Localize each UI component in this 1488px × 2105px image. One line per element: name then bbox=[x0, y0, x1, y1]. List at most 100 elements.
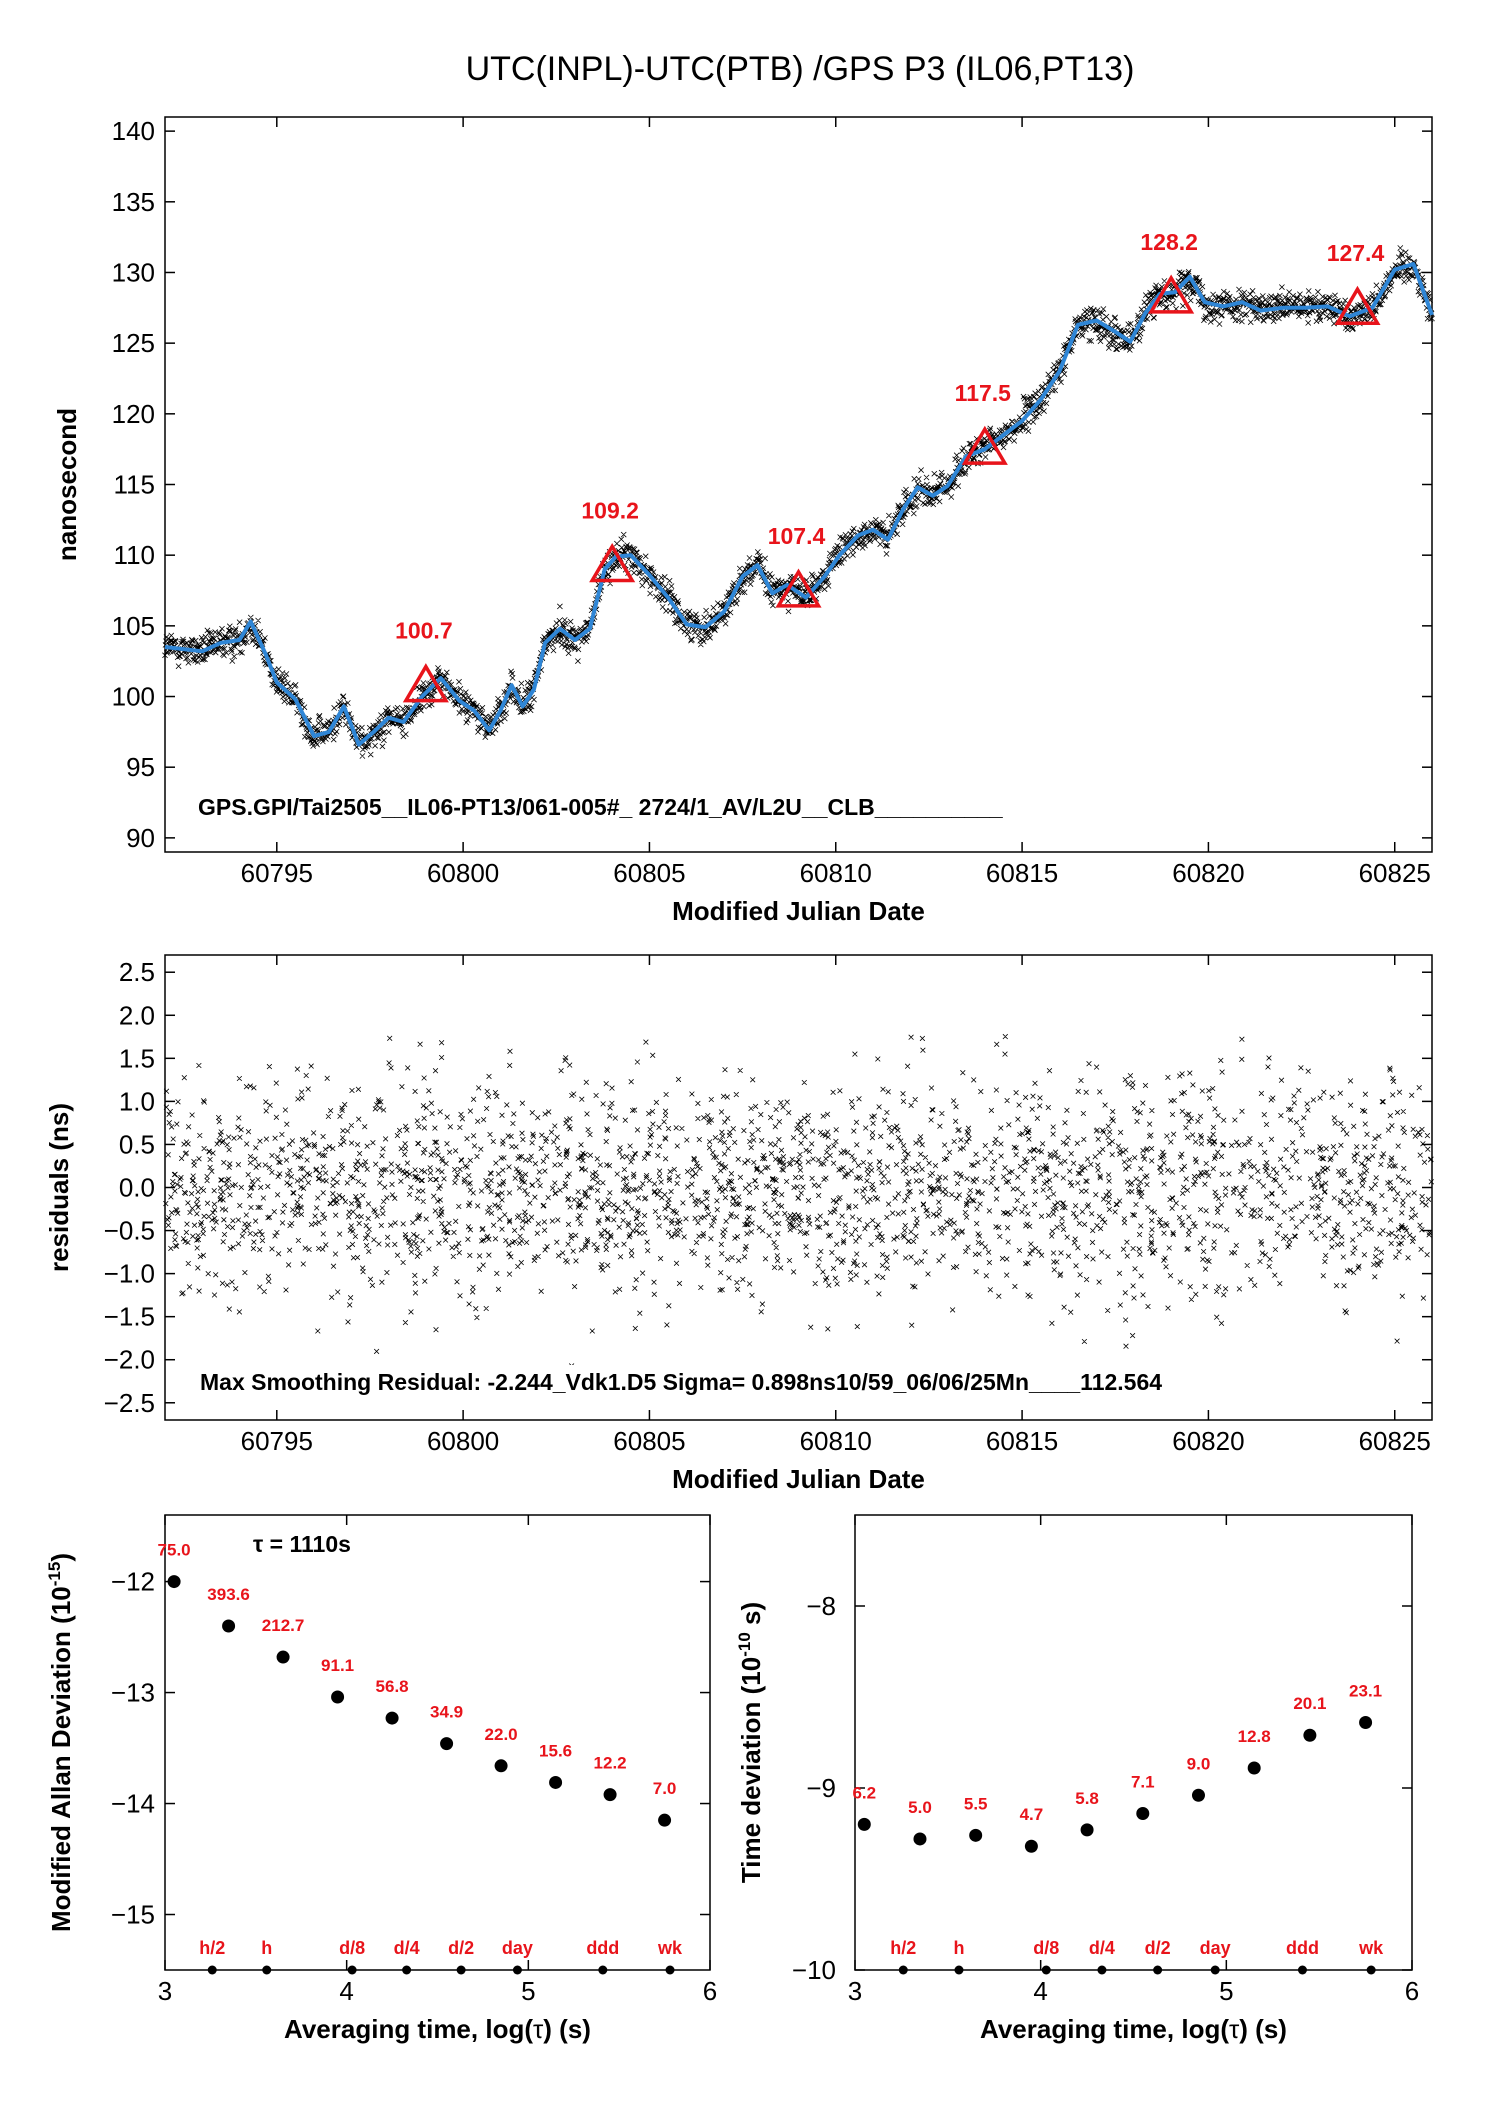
y-tick-label: −1.5 bbox=[104, 1302, 155, 1332]
interval-label: d/8 bbox=[1033, 1938, 1059, 1958]
x-tick-label: 60795 bbox=[241, 1426, 313, 1456]
sample-marker bbox=[961, 425, 1008, 465]
interval-label: ddd bbox=[586, 1938, 619, 1958]
deviation-point bbox=[1080, 1823, 1094, 1837]
x-axis-label: Averaging time, log(τ) (s) bbox=[980, 2014, 1287, 2044]
deviation-value-label: 7.0 bbox=[653, 1779, 677, 1798]
deviation-value-label: 22.0 bbox=[485, 1725, 518, 1744]
sample-value-label: 128.2 bbox=[1140, 229, 1198, 255]
deviation-value-label: 7.1 bbox=[1131, 1772, 1155, 1791]
interval-marker bbox=[402, 1965, 412, 1975]
interval-label: wk bbox=[657, 1938, 683, 1958]
sample-value-label: 127.4 bbox=[1327, 240, 1385, 266]
deviation-value-label: 5.0 bbox=[908, 1798, 932, 1817]
y-tick-label: 2.5 bbox=[119, 957, 155, 987]
deviation-point bbox=[276, 1650, 290, 1664]
deviation-point bbox=[913, 1832, 927, 1846]
interval-label: h/2 bbox=[199, 1938, 225, 1958]
interval-marker bbox=[598, 1965, 608, 1975]
y-axis-label: residuals (ns) bbox=[44, 1103, 74, 1272]
figure-title: UTC(INPL)-UTC(PTB) /GPS P3 (IL06,PT13) bbox=[466, 50, 1135, 88]
deviation-value-label: 34.9 bbox=[430, 1703, 463, 1722]
deviation-point bbox=[167, 1575, 181, 1589]
deviation-value-label: 15.6 bbox=[539, 1741, 572, 1760]
x-tick-label: 60805 bbox=[613, 858, 685, 888]
deviation-value-label: 393.6 bbox=[207, 1585, 250, 1604]
deviation-point bbox=[1247, 1761, 1261, 1775]
x-tick-label: 60815 bbox=[986, 1426, 1058, 1456]
y-tick-label: −10 bbox=[792, 1955, 836, 1985]
x-axis-label: Modified Julian Date bbox=[672, 896, 925, 926]
interval-marker bbox=[262, 1965, 272, 1975]
y-tick-label: 0.5 bbox=[119, 1129, 155, 1159]
interval-marker bbox=[1097, 1965, 1107, 1975]
y-tick-label: 140 bbox=[112, 116, 155, 146]
deviation-value-label: 23.1 bbox=[1349, 1681, 1382, 1700]
deviation-value-label: 91.1 bbox=[321, 1656, 354, 1675]
interval-label: d/4 bbox=[1089, 1938, 1115, 1958]
x-tick-label: 6 bbox=[703, 1976, 717, 2006]
deviation-point bbox=[331, 1690, 345, 1704]
y-axis-label: Modified Allan Deviation (10-15) bbox=[45, 1553, 76, 1932]
y-tick-label: 1.5 bbox=[119, 1043, 155, 1073]
interval-marker bbox=[207, 1965, 217, 1975]
deviation-point bbox=[385, 1711, 399, 1725]
x-tick-label: 3 bbox=[158, 1976, 172, 2006]
deviation-point bbox=[1359, 1715, 1373, 1729]
sample-value-label: 117.5 bbox=[955, 380, 1011, 406]
interval-marker bbox=[1210, 1965, 1220, 1975]
y-axis-label: nanosecond bbox=[52, 408, 82, 561]
plot-frame bbox=[854, 1514, 1413, 1971]
interval-label: day bbox=[1200, 1938, 1231, 1958]
interval-label: day bbox=[502, 1938, 533, 1958]
sample-value-label: 107.4 bbox=[768, 523, 826, 549]
deviation-value-label: 75.0 bbox=[158, 1541, 191, 1560]
deviation-point bbox=[857, 1817, 871, 1831]
interval-marker bbox=[665, 1965, 675, 1975]
y-tick-label: 105 bbox=[112, 611, 155, 641]
interval-marker bbox=[512, 1965, 522, 1975]
footer-text: Max Smoothing Residual: -2.244_Vdk1.D5 S… bbox=[200, 1369, 1162, 1395]
y-tick-label: −0.5 bbox=[104, 1216, 155, 1246]
deviation-value-label: 6.2 bbox=[852, 1783, 876, 1802]
interval-marker bbox=[1366, 1965, 1376, 1975]
deviation-point bbox=[969, 1828, 983, 1842]
interval-label: d/2 bbox=[1145, 1938, 1171, 1958]
interval-label: wk bbox=[1358, 1938, 1384, 1958]
y-tick-label: −2.5 bbox=[104, 1388, 155, 1418]
deviation-value-label: 12.8 bbox=[1238, 1727, 1271, 1746]
interval-label: h/2 bbox=[890, 1938, 916, 1958]
footer-text: GPS.GPI/Tai2505__IL06-PT13/061-005#_ 272… bbox=[198, 794, 1003, 820]
x-tick-label: 60795 bbox=[241, 858, 313, 888]
y-tick-label: 100 bbox=[112, 682, 155, 712]
interval-label: d/8 bbox=[339, 1938, 365, 1958]
y-tick-label: 2.0 bbox=[119, 1000, 155, 1030]
y-tick-label: −8 bbox=[806, 1591, 836, 1621]
y-tick-label: −1.0 bbox=[104, 1259, 155, 1289]
y-tick-label: −12 bbox=[111, 1567, 155, 1597]
x-tick-label: 60825 bbox=[1359, 1426, 1431, 1456]
y-tick-label: 90 bbox=[126, 823, 155, 853]
x-tick-label: 4 bbox=[1033, 1976, 1047, 2006]
deviation-value-label: 4.7 bbox=[1020, 1805, 1044, 1824]
sample-marker bbox=[1148, 274, 1195, 314]
y-tick-label: 125 bbox=[112, 328, 155, 358]
deviation-value-label: 212.7 bbox=[262, 1616, 305, 1635]
deviation-point bbox=[1024, 1839, 1038, 1853]
interval-marker bbox=[898, 1965, 908, 1975]
interval-label: d/4 bbox=[394, 1938, 420, 1958]
x-tick-label: 60800 bbox=[427, 1426, 499, 1456]
interval-marker bbox=[347, 1965, 357, 1975]
footer-background bbox=[193, 788, 1273, 822]
sample-value-label: 100.7 bbox=[395, 618, 453, 644]
allan-deviation-panel: 3 4 5 6 −12 −13 −14 −15 Averaging time, log(τ) (… bbox=[45, 1514, 717, 2044]
interval-label: h bbox=[953, 1938, 964, 1958]
sample-marker bbox=[589, 543, 636, 583]
y-tick-label: 135 bbox=[112, 187, 155, 217]
y-tick-label: −9 bbox=[806, 1773, 836, 1803]
y-tick-label: 110 bbox=[114, 540, 155, 570]
residual-points bbox=[163, 1033, 1434, 1369]
y-tick-label: −2.0 bbox=[104, 1345, 155, 1375]
x-axis-label: Averaging time, log(τ) (s) bbox=[284, 2014, 591, 2044]
